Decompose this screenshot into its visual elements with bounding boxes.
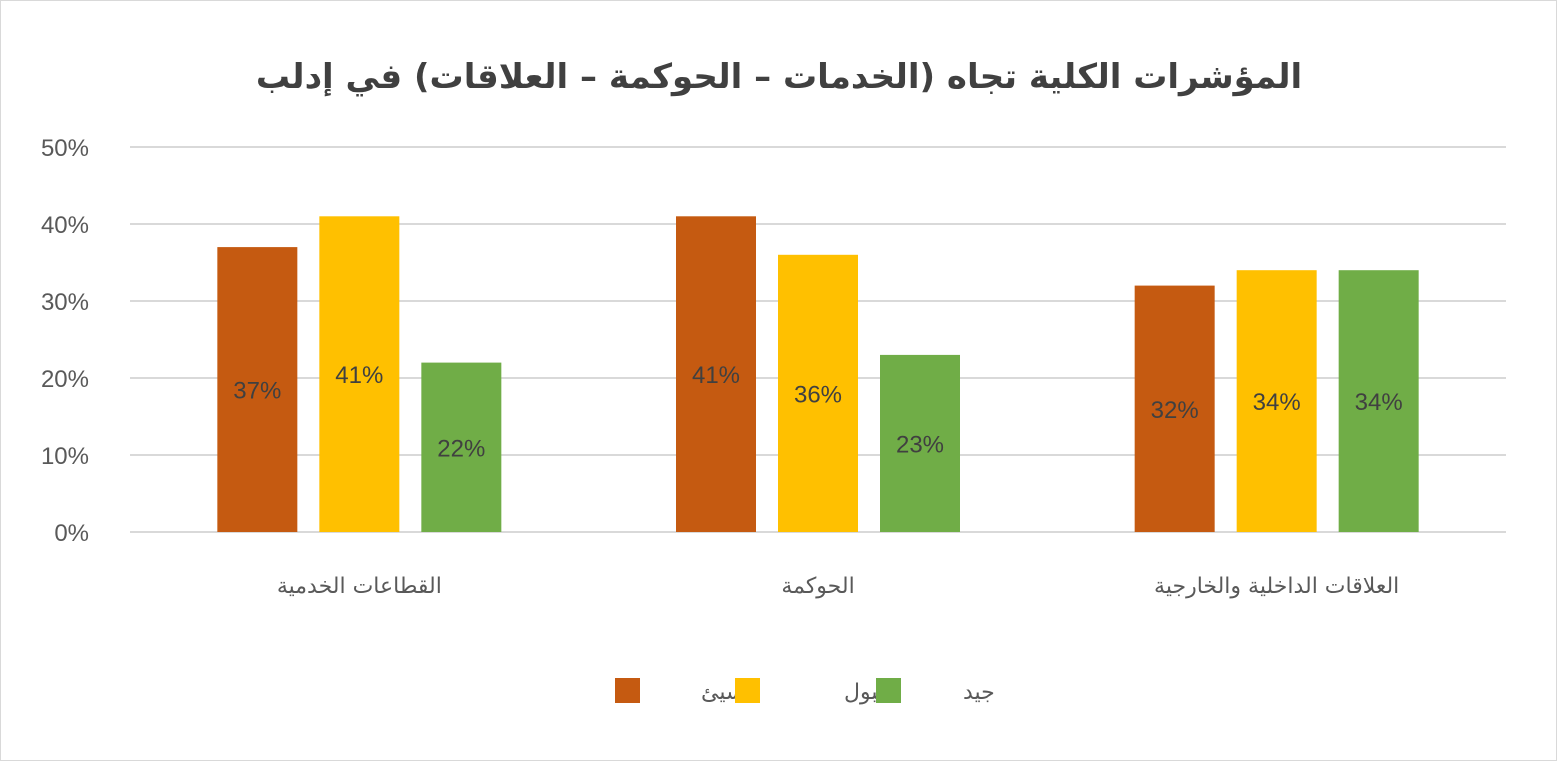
- bar: [1236, 270, 1317, 532]
- legend-swatch: [735, 678, 760, 703]
- y-tick-label: 30%: [41, 289, 89, 316]
- legend-swatch: [615, 678, 640, 703]
- data-labels: 32% 34% 34% 41% 36% 23% 37% 41% 22%: [233, 362, 1402, 462]
- data-label: 37%: [233, 378, 281, 405]
- bar: [421, 362, 502, 532]
- x-axis-categories: العلاقات الداخلية والخارجية الحوكمة القطاع…: [277, 574, 1399, 599]
- legend-swatch: [876, 678, 901, 703]
- bar: [1134, 285, 1215, 532]
- data-label: 34%: [1253, 389, 1301, 416]
- data-label: 32%: [1151, 397, 1199, 424]
- bar: [217, 247, 298, 532]
- y-tick-label: 10%: [41, 443, 89, 470]
- bar: [319, 216, 400, 533]
- y-axis-ticks: 0% 10% 20% 30% 40% 50%: [41, 135, 89, 547]
- legend-label: جيد: [963, 680, 995, 705]
- data-label: 41%: [692, 362, 740, 389]
- bar: [880, 354, 960, 532]
- data-label: 23%: [896, 431, 944, 458]
- y-tick-label: 0%: [54, 520, 89, 547]
- data-label: 41%: [335, 362, 383, 389]
- data-label: 34%: [1355, 389, 1403, 416]
- y-tick-label: 40%: [41, 212, 89, 239]
- y-tick-label: 50%: [41, 135, 89, 162]
- bar: [1338, 270, 1419, 532]
- x-category-label: الحوكمة: [781, 574, 854, 599]
- legend-item: جيد: [876, 678, 995, 705]
- x-category-label: العلاقات الداخلية والخارجية: [1154, 574, 1399, 599]
- chart-title: المؤشرات الكلية تجاه (الخدمات – الحوكمة …: [256, 57, 1302, 97]
- bar: [676, 216, 756, 533]
- legend: سيئ مقبول جيد: [615, 678, 995, 705]
- data-label: 22%: [437, 435, 485, 462]
- y-tick-label: 20%: [41, 366, 89, 393]
- data-label: 36%: [794, 381, 842, 408]
- bar: [778, 254, 858, 533]
- bars: [217, 216, 1419, 533]
- x-category-label: القطاعات الخدمية: [277, 574, 442, 599]
- legend-item: سيئ: [615, 678, 744, 705]
